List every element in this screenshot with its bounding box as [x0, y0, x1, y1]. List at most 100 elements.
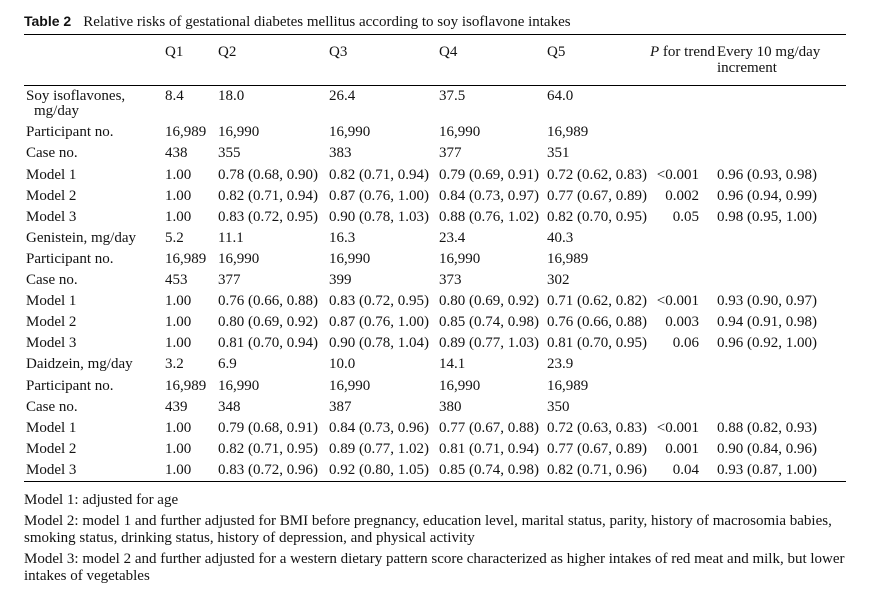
cell: 0.93 (0.90, 0.97)	[717, 293, 817, 310]
cell: 40.3	[547, 229, 574, 246]
cell: 26.4	[329, 87, 356, 104]
cell: 0.001	[665, 440, 699, 457]
cell: 0.72 (0.63, 0.83)	[547, 419, 647, 436]
cell: 380	[439, 398, 462, 415]
cell: 377	[439, 145, 462, 162]
cell: 0.80 (0.69, 0.92)	[218, 314, 318, 331]
cell: 0.04	[648, 460, 713, 483]
cell: 0.77 (0.67, 0.89)	[547, 187, 647, 204]
table-row: Model 3 1.00 0.81 (0.70, 0.94) 0.90 (0.7…	[24, 334, 846, 355]
cell: 0.96 (0.92, 1.00)	[717, 335, 817, 352]
cell: 0.93 (0.87, 1.00)	[713, 460, 846, 483]
cell: 16,989	[165, 124, 207, 141]
cell	[648, 355, 713, 376]
cell: 0.90 (0.78, 1.03)	[329, 208, 429, 225]
cell: 0.98 (0.95, 1.00)	[717, 208, 817, 225]
cell: 37.5	[439, 87, 466, 104]
column-header-p-for-trend: P for trend	[648, 34, 715, 86]
caption-text: Relative risks of gestational diabetes m…	[83, 14, 571, 30]
cell: 0.82 (0.71, 0.94)	[218, 187, 318, 204]
cell: <0.001	[656, 293, 699, 310]
cell: 16.3	[329, 229, 356, 246]
row-label: Model 3	[26, 335, 77, 352]
cell: 1.00	[165, 293, 192, 310]
cell: 14.1	[439, 356, 466, 373]
cell: 387	[329, 398, 352, 415]
column-header-q5: Q5	[545, 34, 648, 86]
cell: 0.79 (0.69, 0.91)	[439, 166, 539, 183]
column-header-q4: Q4	[437, 34, 545, 86]
p-rest: for trend	[659, 44, 715, 60]
cell: 16,989	[547, 250, 589, 267]
cell	[648, 144, 713, 165]
table-row: Participant no. 16,989 16,990 16,990 16,…	[24, 123, 846, 144]
caption-label: Table 2	[24, 13, 72, 29]
cell: 0.71 (0.62, 0.82)	[547, 293, 647, 310]
table-row: Genistein, mg/day 5.2 11.1 16.3 23.4 40.…	[24, 228, 846, 249]
cell: 0.83 (0.72, 0.95)	[218, 208, 318, 225]
row-label: Soy isoflavones, mg/day	[26, 87, 126, 120]
cell	[713, 249, 846, 270]
cell: 0.84 (0.73, 0.97)	[439, 187, 539, 204]
table-row: Participant no. 16,989 16,990 16,990 16,…	[24, 249, 846, 270]
table-row: Model 1 1.00 0.76 (0.66, 0.88) 0.83 (0.7…	[24, 291, 846, 312]
cell: 0.80 (0.69, 0.92)	[439, 293, 539, 310]
cell: 0.05	[672, 208, 699, 225]
cell: 8.4	[165, 87, 184, 104]
table-row: Model 1 1.00 0.78 (0.68, 0.90) 0.82 (0.7…	[24, 165, 846, 186]
cell: 0.88 (0.82, 0.93)	[717, 419, 817, 436]
cell	[648, 376, 713, 397]
cell: 0.81 (0.70, 0.95)	[547, 335, 647, 352]
header-empty-cell	[24, 34, 163, 86]
cell: 0.78 (0.68, 0.90)	[218, 166, 318, 183]
table-row: Daidzein, mg/day 3.2 6.9 10.0 14.1 23.9	[24, 355, 846, 376]
table-footnotes: Model 1: adjusted for age Model 2: model…	[24, 492, 853, 585]
cell	[713, 123, 846, 144]
cell: 16,990	[218, 377, 260, 394]
cell	[648, 86, 713, 123]
results-table: Q1 Q2 Q3 Q4 Q5 P for trend Every 10 mg/d…	[24, 34, 846, 483]
cell: 16,990	[329, 250, 371, 267]
table-row: Participant no. 16,989 16,990 16,990 16,…	[24, 376, 846, 397]
cell: 351	[547, 145, 570, 162]
column-header-q2: Q2	[216, 34, 327, 86]
cell: 438	[165, 145, 188, 162]
cell: 16,989	[165, 377, 207, 394]
row-label: Participant no.	[26, 124, 114, 141]
cell: 0.81 (0.70, 0.94)	[218, 335, 318, 352]
table-row: Model 2 1.00 0.82 (0.71, 0.95) 0.89 (0.7…	[24, 439, 846, 460]
cell: 0.003	[665, 314, 699, 331]
row-label: Genistein, mg/day	[26, 229, 136, 246]
cell: 3.2	[165, 356, 184, 373]
column-header-q1: Q1	[163, 34, 216, 86]
cell: <0.001	[656, 166, 699, 183]
row-label: Model 3	[24, 460, 163, 483]
cell: 23.9	[547, 356, 574, 373]
cell: 16,990	[218, 124, 260, 141]
cell: 0.76 (0.66, 0.88)	[218, 293, 318, 310]
row-label: Case no.	[26, 398, 78, 415]
cell: 16,989	[547, 124, 589, 141]
cell: 1.00	[163, 460, 216, 483]
cell: 0.96 (0.93, 0.98)	[717, 166, 817, 183]
table-row: Soy isoflavones, mg/day 8.4 18.0 26.4 37…	[24, 86, 846, 123]
column-header-q3: Q3	[327, 34, 437, 86]
table-row: Model 2 1.00 0.82 (0.71, 0.94) 0.87 (0.7…	[24, 186, 846, 207]
cell: 0.90 (0.78, 1.04)	[329, 335, 429, 352]
cell: 16,990	[439, 250, 481, 267]
cell: 0.77 (0.67, 0.89)	[547, 440, 647, 457]
cell	[648, 228, 713, 249]
p-italic: P	[650, 44, 660, 60]
cell: 16,990	[329, 124, 371, 141]
cell: 1.00	[165, 166, 192, 183]
footnote-model-2: Model 2: model 1 and further adjusted fo…	[24, 513, 832, 547]
row-label: Model 2	[26, 314, 77, 331]
row-label: Daidzein, mg/day	[26, 356, 133, 373]
cell: 1.00	[165, 335, 192, 352]
cell: 373	[439, 272, 462, 289]
cell: 16,990	[439, 124, 481, 141]
cell: 1.00	[165, 314, 192, 331]
row-label: Case no.	[26, 145, 78, 162]
cell: 0.77 (0.67, 0.88)	[439, 419, 539, 436]
cell	[648, 270, 713, 291]
